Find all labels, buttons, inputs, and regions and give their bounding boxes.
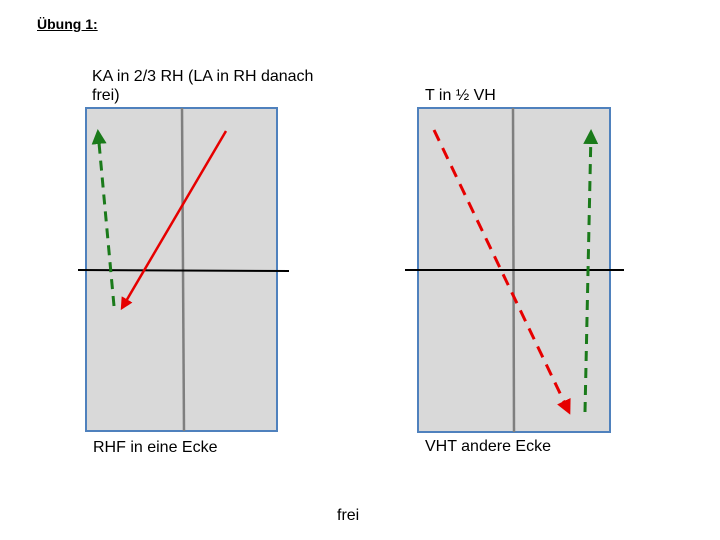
footer-label: frei <box>337 507 360 524</box>
right-arena <box>405 107 624 433</box>
left-green-dashed-arrow <box>91 129 116 307</box>
exercise-title: Übung 1: <box>37 16 98 32</box>
left-arena-cross-line <box>77 269 290 272</box>
right-top-label: T in ½ VH <box>425 87 496 104</box>
right-bottom-label: VHT andere Ecke <box>425 438 551 455</box>
right-green-dashed-arrow <box>583 129 599 413</box>
left-bottom-label: RHF in eine Ecke <box>93 439 218 456</box>
left-red-arrow <box>120 130 228 311</box>
right-red-dashed-arrow <box>432 129 571 415</box>
left-top-label: KA in 2/3 RH (LA in RH danach frei) <box>92 68 314 104</box>
left-arena <box>77 107 290 432</box>
